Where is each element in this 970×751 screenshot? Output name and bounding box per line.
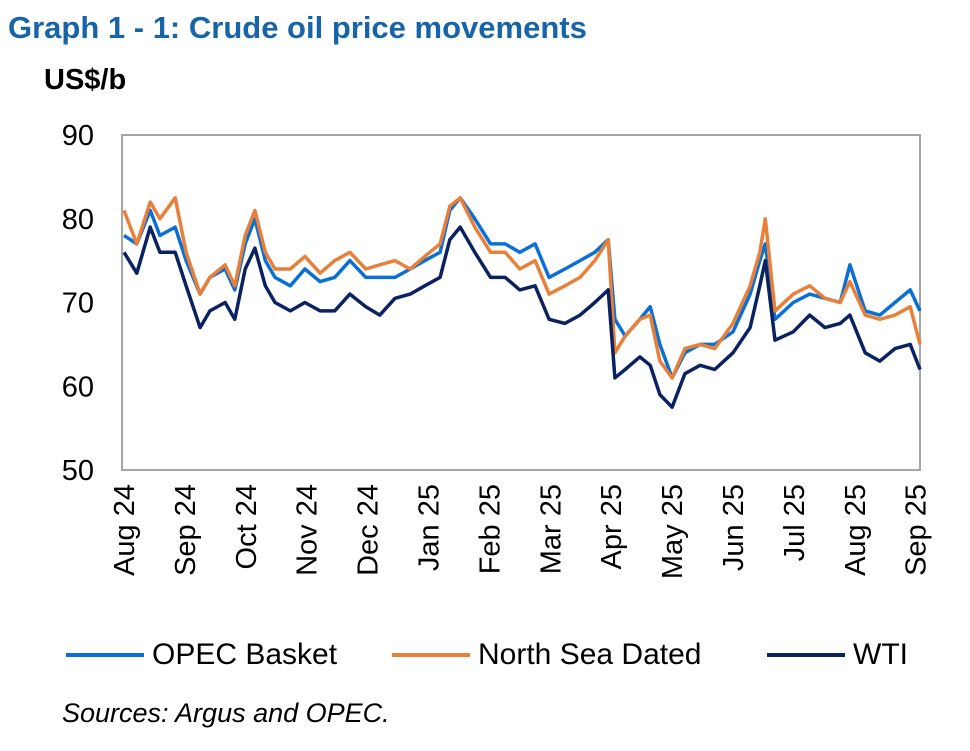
y-tick-label: 70 [62, 288, 94, 320]
x-tick-label: May 25 [657, 484, 689, 579]
series-line-north-sea-dated [122, 196, 922, 380]
x-tick-label: Nov 24 [292, 484, 324, 576]
chart-title: Graph 1 - 1: Crude oil price movements [8, 10, 587, 45]
source-note: Sources: Argus and OPEC. [62, 698, 390, 728]
plot-area [121, 134, 921, 471]
y-tick-label: 90 [62, 120, 94, 152]
legend-swatch [66, 653, 144, 657]
legend-item-opec: OPEC Basket [66, 638, 337, 672]
x-tick-label: Jul 25 [779, 484, 811, 561]
legend-label: North Sea Dated [478, 638, 702, 671]
x-tick-label: Dec 24 [353, 484, 385, 576]
legend-item-north-sea: North Sea Dated [392, 638, 701, 672]
x-tick-label: Sep 25 [901, 484, 933, 576]
legend-swatch [392, 653, 470, 657]
y-tick-label: 60 [62, 371, 94, 403]
x-tick-label: Apr 25 [596, 484, 628, 569]
legend-label: OPEC Basket [152, 638, 338, 671]
series-line-wti [122, 225, 922, 409]
x-tick-label: Jun 25 [718, 484, 750, 571]
x-tick-label: Aug 25 [840, 484, 872, 576]
y-axis-label: US$/b [44, 64, 127, 96]
x-tick-label: Jan 25 [414, 484, 446, 571]
legend-item-wti: WTI [767, 638, 908, 672]
y-tick-label: 50 [62, 455, 94, 487]
x-tick-label: Sep 24 [170, 484, 202, 576]
legend-swatch [767, 653, 845, 657]
legend-label: WTI [853, 638, 908, 671]
x-tick-label: Aug 24 [109, 484, 141, 576]
x-tick-label: Oct 24 [231, 484, 263, 569]
x-tick-label: Feb 25 [474, 484, 506, 574]
x-tick-label: Mar 25 [535, 484, 567, 574]
y-tick-label: 80 [62, 204, 94, 236]
